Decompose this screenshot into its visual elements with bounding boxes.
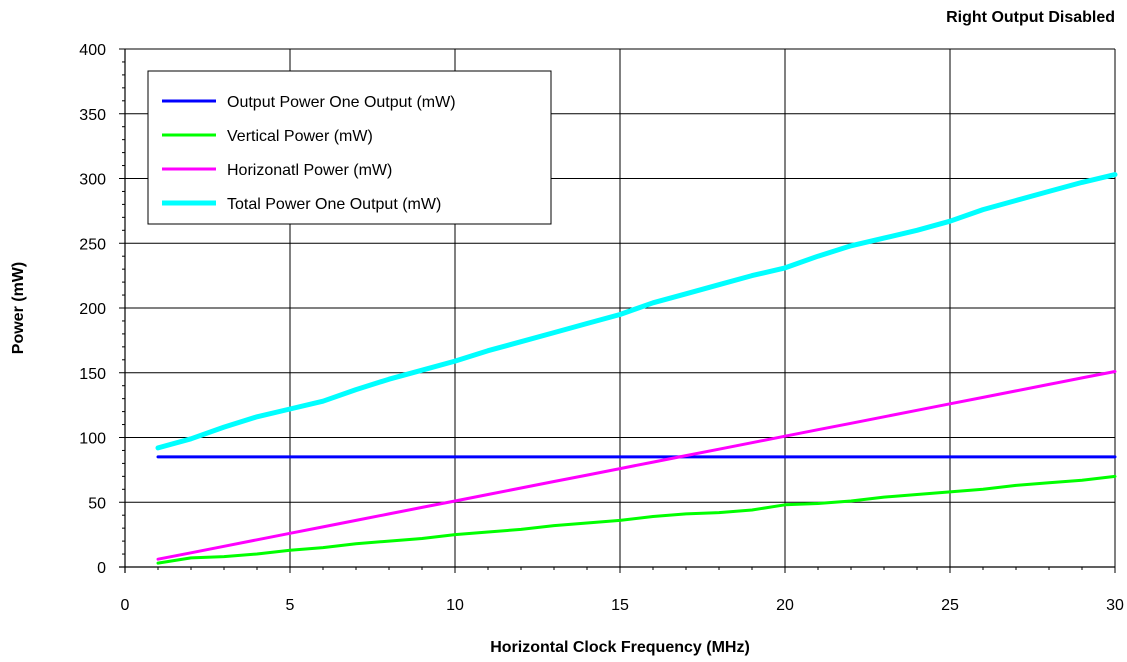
- x-tick-label: 0: [121, 597, 130, 614]
- x-axis-title: Horizontal Clock Frequency (MHz): [490, 639, 750, 656]
- series-lines: [155, 172, 1118, 565]
- tick-labels: 0 50 100 150 200 250 300 350 400 0 5 10 15 20 25 30: [79, 42, 1124, 614]
- y-tick-label: 400: [79, 42, 106, 59]
- y-tick-label: 100: [79, 431, 106, 448]
- legend-label: Output Power One Output (mW): [227, 94, 456, 111]
- series-line-3: [156, 370, 1117, 561]
- legend-label: Total Power One Output (mW): [227, 196, 441, 213]
- y-tick-label: 150: [79, 366, 106, 383]
- series-line-2: [156, 474, 1117, 565]
- y-tick-label: 250: [79, 236, 106, 253]
- series-line-4: [155, 172, 1118, 451]
- x-tick-label: 5: [286, 597, 295, 614]
- chart-title: Right Output Disabled: [946, 9, 1115, 26]
- x-tick-label: 20: [776, 597, 794, 614]
- y-tick-label: 200: [79, 301, 106, 318]
- legend-box: [147, 70, 552, 225]
- y-tick-label: 0: [97, 560, 106, 577]
- x-tick-label: 10: [446, 597, 464, 614]
- legend-label: Vertical Power (mW): [227, 128, 373, 145]
- legend: Output Power One Output (mW) Vertical Pow…: [147, 70, 552, 225]
- legend-label: Horizonatl Power (mW): [227, 162, 392, 179]
- x-tick-label: 15: [611, 597, 629, 614]
- y-tick-label: 300: [79, 172, 106, 189]
- y-axis-title: Power (mW): [10, 262, 27, 354]
- axes: [119, 48, 1116, 573]
- y-tick-label: 50: [88, 495, 106, 512]
- x-tick-label: 25: [941, 597, 959, 614]
- y-tick-label: 350: [79, 107, 106, 124]
- grid: [125, 48, 1116, 567]
- x-tick-label: 30: [1106, 597, 1124, 614]
